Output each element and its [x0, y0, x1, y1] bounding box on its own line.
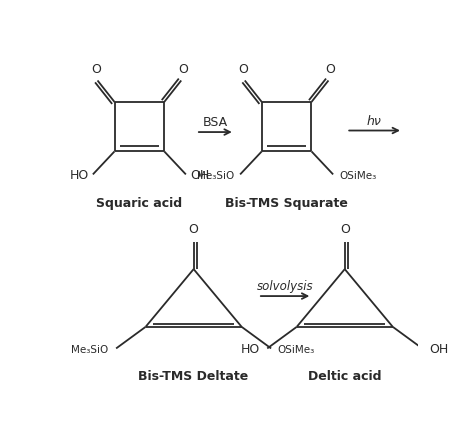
Text: O: O — [339, 223, 349, 236]
Text: O: O — [325, 63, 334, 76]
Text: OH: OH — [190, 169, 209, 182]
Text: Bis-TMS Deltate: Bis-TMS Deltate — [138, 371, 248, 384]
Text: solvolysis: solvolysis — [256, 281, 313, 293]
Text: OH: OH — [429, 343, 448, 356]
Text: HO: HO — [240, 343, 259, 356]
Text: Bis-TMS Squarate: Bis-TMS Squarate — [225, 197, 347, 210]
Text: O: O — [91, 63, 100, 76]
Text: hν: hν — [366, 115, 381, 128]
Text: OSiMe₃: OSiMe₃ — [338, 171, 376, 181]
Text: O: O — [177, 63, 188, 76]
Text: O: O — [188, 223, 198, 236]
Text: HO: HO — [69, 169, 88, 182]
Text: Squaric acid: Squaric acid — [96, 197, 182, 210]
Text: Me₃SiO: Me₃SiO — [71, 345, 108, 355]
Text: O: O — [238, 63, 248, 76]
Text: Deltic acid: Deltic acid — [307, 371, 381, 384]
Text: Me₃SiO: Me₃SiO — [196, 171, 233, 181]
Text: OSiMe₃: OSiMe₃ — [277, 345, 314, 355]
Text: BSA: BSA — [202, 116, 227, 129]
